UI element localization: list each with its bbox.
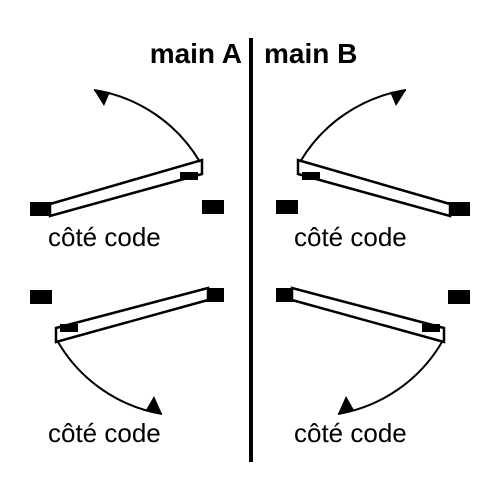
header-main-a: main A (150, 38, 242, 70)
quadrant-main-a-bottom (30, 280, 230, 440)
drawing-b-bottom (270, 280, 470, 440)
drawing-a-bottom (30, 280, 230, 440)
diagram-stage: main A main B (0, 0, 500, 500)
caption-a-top: côté code (48, 222, 161, 253)
quadrant-main-b-bottom (270, 280, 470, 440)
caption-b-bottom: côté code (294, 418, 407, 449)
center-divider (249, 38, 253, 462)
caption-a-bottom: côté code (48, 418, 161, 449)
header-main-b: main B (264, 38, 357, 70)
caption-b-top: côté code (294, 222, 407, 253)
